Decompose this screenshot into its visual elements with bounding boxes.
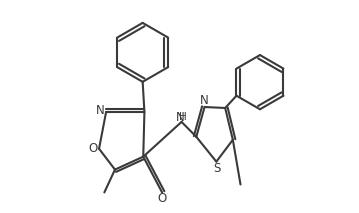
Text: H: H — [179, 112, 186, 122]
Text: N: N — [176, 111, 184, 124]
Text: O: O — [88, 142, 97, 155]
Text: N: N — [96, 104, 104, 117]
Text: S: S — [214, 162, 221, 175]
Text: O: O — [158, 192, 167, 205]
Text: N: N — [200, 94, 209, 107]
